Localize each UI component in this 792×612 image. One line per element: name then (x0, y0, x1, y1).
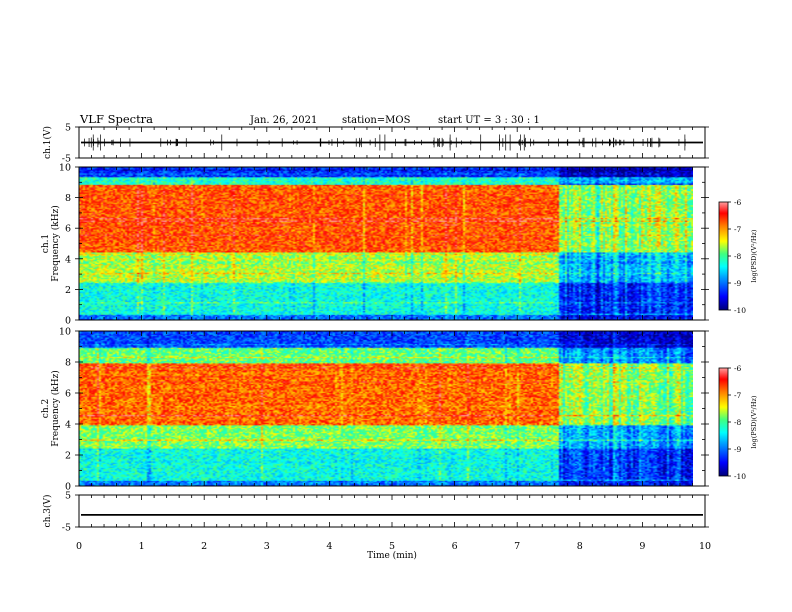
start-time-label: start UT = 3 : 30 : 1 (438, 115, 540, 126)
colorbar-tick-label: -8 (734, 252, 742, 261)
ch1-colorbar-image (719, 202, 728, 310)
station-label: station=MOS (342, 115, 411, 126)
x-tick-label: 8 (577, 541, 583, 552)
ch1-spectrogram-ytick-label: 4 (65, 254, 71, 265)
ch2-spectrogram-ytick-label: 8 (65, 358, 71, 369)
x-tick-label: 10 (699, 541, 711, 552)
ch2-colorbar-image (719, 368, 728, 476)
colorbar-tick-label: -9 (734, 279, 742, 288)
ch2-spectrogram-image (79, 331, 693, 486)
ch2-spectrogram-ytick-label: 0 (65, 482, 71, 493)
colorbar-tick-label: -7 (734, 391, 742, 400)
colorbar-tick-label: -6 (734, 198, 742, 207)
ch2-spectrogram-ytick-label: 6 (65, 389, 71, 400)
figure-title: VLF Spectra (79, 112, 153, 126)
ch3-waveform-ylabel: ch.3(V) (42, 495, 53, 528)
ch1-spectrogram-image (79, 167, 693, 320)
x-tick-label: 6 (452, 541, 458, 552)
x-tick-label: 0 (76, 541, 82, 552)
date-label: Jan. 26, 2021 (249, 115, 317, 126)
ch1-spectrogram-ytick-label: 10 (59, 163, 71, 174)
colorbar-tick-label: -8 (734, 418, 742, 427)
x-axis-label: Time (min) (367, 550, 417, 561)
ch1-spectrogram-ytick-label: 6 (65, 224, 71, 235)
ch1-spectrogram-colorbar-label: log(PSD)(V²/Hz) (750, 229, 758, 282)
ch2-spectrogram-ytick-label: 2 (65, 451, 71, 462)
ch2-spectrogram-channel-label: ch.2 (41, 399, 51, 418)
ch2-spectrogram-colorbar-label: log(PSD)(V²/Hz) (750, 395, 758, 448)
x-tick-label: 7 (514, 541, 520, 552)
colorbar-tick-label: -10 (734, 472, 746, 481)
colorbar-tick-label: -10 (734, 306, 746, 315)
ch1-waveform-ytick-label: -5 (62, 154, 71, 165)
ch1-spectrogram-ytick-label: 2 (65, 285, 71, 296)
ch2-spectrogram-ytick-label: 4 (65, 420, 71, 431)
x-tick-label: 4 (326, 541, 332, 552)
ch1-spectrogram-ytick-label: 0 (65, 316, 71, 327)
ch1-waveform-ylabel: ch.1(V) (42, 126, 53, 159)
x-tick-label: 5 (389, 541, 395, 552)
ch3-waveform-ytick-label: -5 (62, 523, 71, 534)
colorbar-tick-label: -7 (734, 225, 742, 234)
x-tick-label: 1 (139, 541, 145, 552)
ch1-waveform-ytick-label: 5 (65, 123, 71, 134)
colorbar-tick-label: -6 (734, 364, 742, 373)
ch1-spectrogram-frequency-label: Frequency (kHz) (50, 205, 61, 282)
ch2-spectrogram-ytick-label: 10 (59, 327, 71, 338)
x-tick-label: 3 (264, 541, 270, 552)
ch2-spectrogram-frequency-label: Frequency (kHz) (50, 370, 61, 447)
ch3-waveform-ytick-label: 5 (65, 491, 71, 502)
ch1-spectrogram-channel-label: ch.1 (41, 234, 51, 253)
colorbar-tick-label: -9 (734, 445, 742, 454)
x-tick-label: 2 (201, 541, 207, 552)
ch1-spectrogram-ytick-label: 8 (65, 193, 71, 204)
x-tick-label: 9 (639, 541, 645, 552)
